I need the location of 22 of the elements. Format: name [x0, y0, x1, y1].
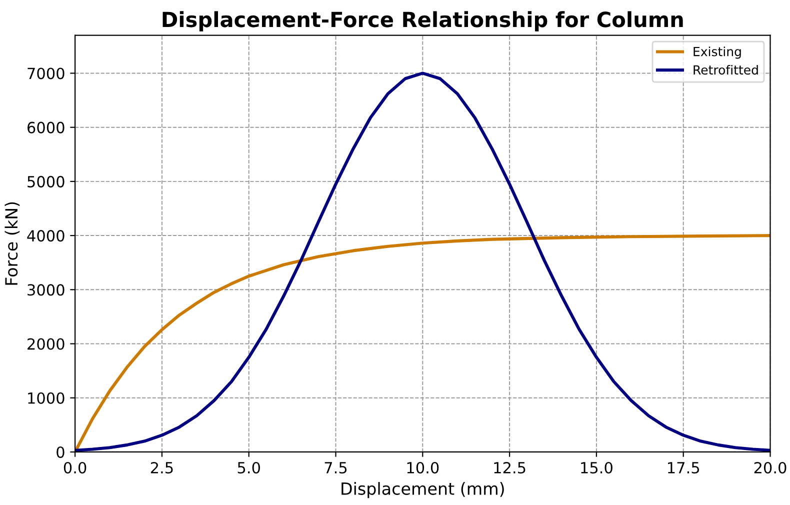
x-tick-label: 20.0	[754, 462, 786, 474]
y-tick-label: 5000	[28, 176, 64, 188]
legend-label: Retrofitted	[694, 64, 758, 75]
y-axis-title: Force (kN)	[4, 202, 20, 285]
x-tick-label: 17.5	[668, 462, 700, 474]
x-tick-label: 10.0	[407, 462, 439, 474]
y-tick-label: 3000	[28, 284, 64, 296]
y-tick-label: 6000	[28, 122, 64, 134]
x-tick-label: 2.5	[150, 462, 173, 474]
x-tick-label: 15.0	[581, 462, 612, 474]
legend-label: Existing	[694, 46, 741, 59]
y-tick-label: 0	[56, 446, 64, 458]
x-tick-label: 5.0	[238, 462, 260, 474]
y-tick-label: 7000	[28, 68, 64, 80]
y-tick-label: 4000	[27, 230, 64, 242]
y-tick-label: 1000	[28, 392, 64, 404]
y-tick-label: 2000	[28, 338, 64, 350]
chart-title: Displacement-Force Relationship for Column	[162, 11, 683, 32]
x-tick-label: 12.5	[494, 462, 526, 474]
x-tick-label: 0.0	[64, 462, 86, 474]
x-axis-title: Displacement (mm)	[342, 482, 504, 498]
x-tick-label: 7.5	[324, 462, 347, 474]
